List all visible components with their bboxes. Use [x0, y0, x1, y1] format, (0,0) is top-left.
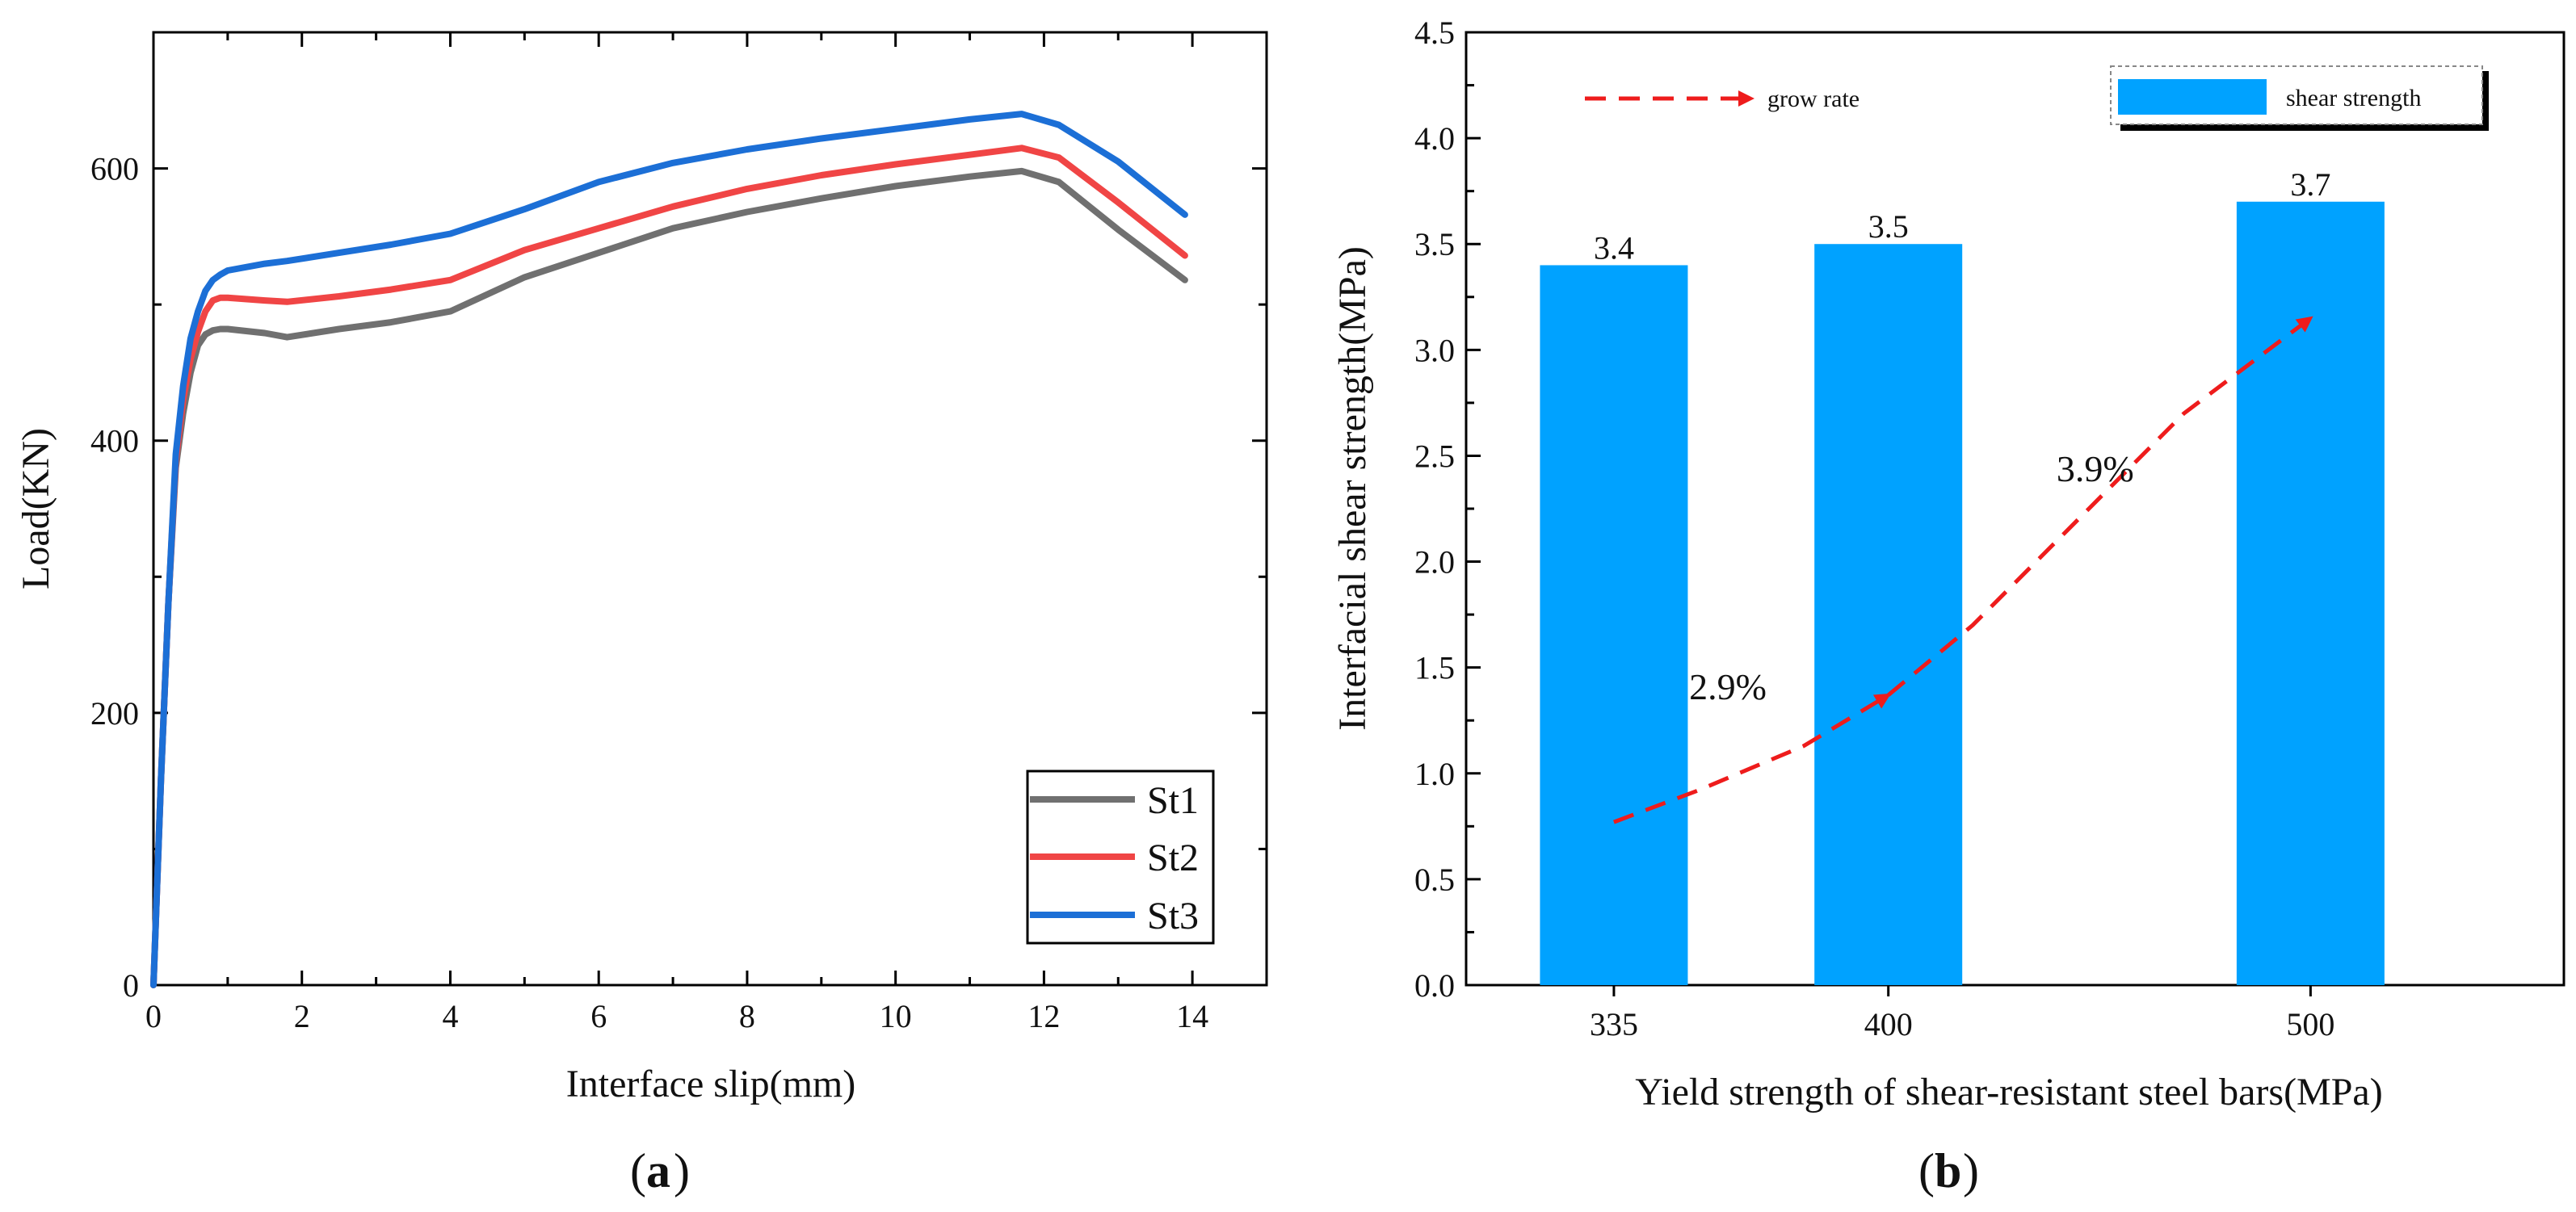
- b-y-tick-label: 4.5: [1414, 15, 1455, 51]
- panel-a-label: ( a ): [630, 1144, 690, 1197]
- grow-rate-annotation: 3.9%: [2057, 448, 2134, 489]
- panel-a-y-axis-title: Load(KN): [15, 428, 57, 589]
- bar-value-label: 3.4: [1594, 229, 1634, 266]
- a-x-tick-label: 4: [442, 998, 458, 1034]
- b-y-tick-label: 3.0: [1414, 332, 1455, 368]
- legend-grow-rate-label: grow rate: [1767, 86, 1860, 112]
- panel-a-ticks: [152, 32, 1267, 987]
- b-x-tick-label: 335: [1590, 1006, 1638, 1042]
- panel-b-legend-grow-rate: grow rate: [1585, 86, 1860, 112]
- b-y-tick-label: 3.5: [1414, 226, 1455, 262]
- panel-b-bar-chart: 335 400 5000.00.51.01.52.02.53.03.54.04.5 …: [1331, 15, 2565, 1197]
- panel-a-legend: St1 St2 St3: [1026, 770, 1215, 945]
- bar-500: [2236, 201, 2385, 985]
- panel-b-value-labels: 3.4 3.5 3.7: [1594, 166, 2330, 266]
- panel-a-x-axis-title: Interface slip(mm): [566, 1063, 856, 1105]
- panel-b-bars: [1540, 201, 2385, 985]
- panel-b-label: ( b ): [1918, 1144, 1979, 1197]
- a-y-tick-label: 400: [90, 423, 139, 459]
- grow-rate-segment-2: [1887, 316, 2313, 697]
- panel-a-tick-labels: 0 2 4 6 8 10 12 14 0 200 400 600: [90, 151, 1208, 1034]
- series-line-st3: [150, 111, 1188, 988]
- panel-b-x-axis-title: Yield strength of shear-resistant steel …: [1635, 1071, 2382, 1113]
- b-x-tick-label: 500: [2286, 1006, 2334, 1042]
- panel-b-legend-shear-strength: shear strength: [2110, 65, 2489, 131]
- b-y-tick-label: 1.0: [1414, 756, 1455, 792]
- panel-a-plot-frame: [152, 31, 1268, 987]
- bar-value-label: 3.7: [2290, 166, 2330, 203]
- a-x-tick-label: 10: [880, 998, 912, 1034]
- panel-b-ticks: [1466, 31, 2312, 996]
- panel-a-letter: a: [646, 1144, 670, 1197]
- b-y-tick-label: 2.5: [1414, 438, 1455, 474]
- legend-label-st1: St1: [1147, 779, 1199, 822]
- svg-text:(: (: [1918, 1144, 1935, 1197]
- legend-shear-swatch: [2118, 79, 2267, 115]
- legend-label-st3: St3: [1147, 895, 1199, 937]
- panel-b-letter: b: [1935, 1144, 1961, 1197]
- a-y-tick-label: 600: [90, 151, 139, 187]
- a-x-tick-label: 12: [1027, 998, 1060, 1034]
- a-x-tick-label: 8: [739, 998, 755, 1034]
- panel-b-annotations: 2.9% 3.9%: [1689, 448, 2134, 707]
- a-y-tick-label: 200: [90, 695, 139, 732]
- panel-b-y-axis-title: Interfacial shear strength(MPa): [1331, 246, 1374, 731]
- legend-label-st2: St2: [1147, 837, 1199, 879]
- a-y-tick-label: 0: [123, 967, 139, 1004]
- grow-rate-segment-1: [1613, 693, 1892, 824]
- panel-a-series: [150, 111, 1188, 988]
- legend-shear-label: shear strength: [2286, 85, 2421, 111]
- b-y-tick-label: 1.5: [1414, 650, 1455, 686]
- bar-value-label: 3.5: [1868, 208, 1909, 245]
- b-x-tick-label: 400: [1864, 1006, 1913, 1042]
- grow-rate-annotation: 2.9%: [1689, 666, 1767, 707]
- panel-b-tick-labels: 335 400 500 0.0 0.5 1.0 1.5 2.0 2.5 3.0 3.5 4.0 4.5: [1414, 15, 2334, 1042]
- svg-text:(: (: [630, 1144, 646, 1197]
- svg-text:): ): [674, 1144, 690, 1197]
- a-x-tick-label: 2: [294, 998, 310, 1034]
- panel-b-trend-line: [1613, 316, 2313, 824]
- b-y-tick-label: 0.0: [1414, 967, 1455, 1004]
- a-x-tick-label: 0: [145, 998, 162, 1034]
- svg-text:): ): [1963, 1144, 1979, 1197]
- bar-335: [1540, 265, 1688, 985]
- panel-a-line-chart: 0 2 4 6 8 10 12 14 0 200 400 600 Interface slip(mm)…: [15, 31, 1268, 1197]
- a-x-tick-label: 14: [1176, 998, 1208, 1034]
- bar-400: [1814, 244, 1963, 985]
- b-y-tick-label: 4.0: [1414, 120, 1455, 157]
- b-y-tick-label: 0.5: [1414, 862, 1455, 898]
- b-y-tick-label: 2.0: [1414, 544, 1455, 581]
- a-x-tick-label: 6: [590, 998, 607, 1034]
